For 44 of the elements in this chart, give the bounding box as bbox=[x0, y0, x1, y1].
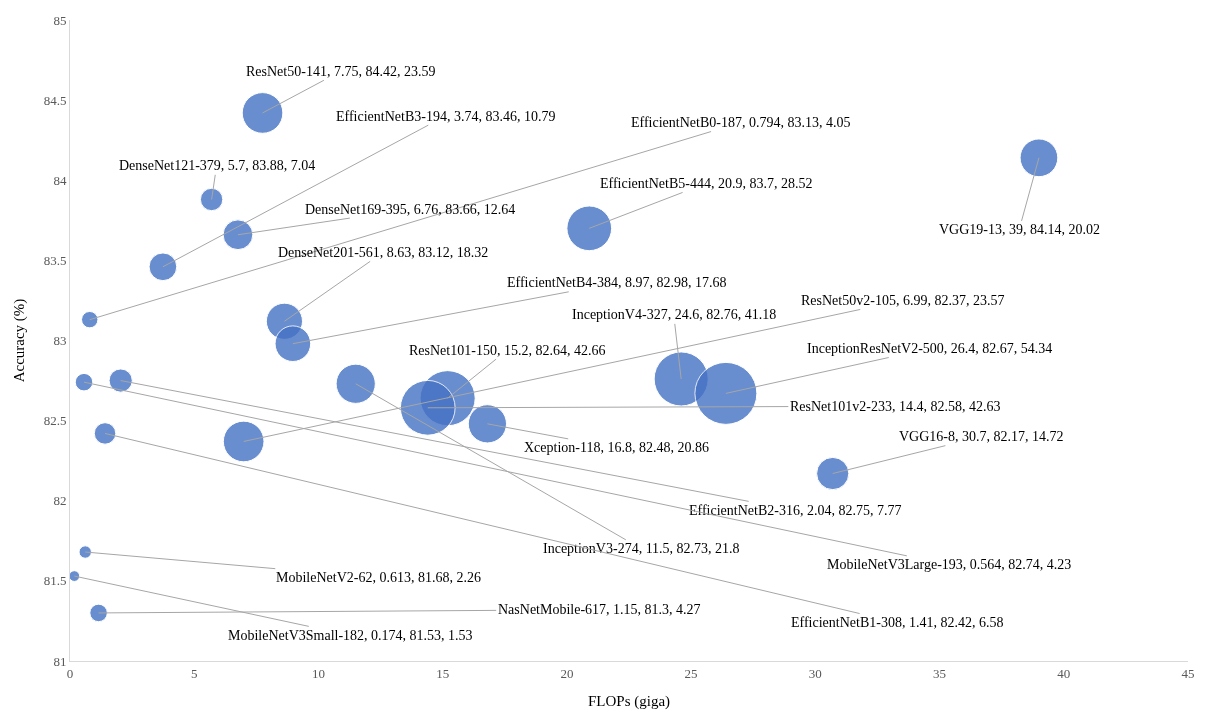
annotation: Xception-118, 16.8, 82.48, 20.86 bbox=[524, 440, 709, 455]
x-tick-label: 15 bbox=[436, 665, 450, 681]
annotation: EfficientNetB5-444, 20.9, 83.7, 28.52 bbox=[600, 176, 813, 191]
annotation: EfficientNetB1-308, 1.41, 82.42, 6.58 bbox=[791, 615, 1004, 630]
annotation: ResNet50-141, 7.75, 84.42, 23.59 bbox=[246, 64, 436, 79]
x-tick-label: 40 bbox=[1057, 665, 1071, 681]
annotation: EfficientNetB2-316, 2.04, 82.75, 7.77 bbox=[689, 503, 902, 518]
annotation: VGG19-13, 39, 84.14, 20.02 bbox=[939, 222, 1100, 237]
x-axis-title: FLOPs (giga) bbox=[587, 692, 671, 710]
x-tick-label: 45 bbox=[1181, 665, 1195, 681]
y-tick-label: 82 bbox=[53, 493, 67, 509]
y-tick-label: 83.5 bbox=[43, 252, 67, 268]
annotation: DenseNet201-561, 8.63, 83.12, 18.32 bbox=[278, 245, 489, 260]
y-tick-label: 85 bbox=[53, 12, 67, 28]
annotation: VGG16-8, 30.7, 82.17, 14.72 bbox=[899, 429, 1064, 444]
annotation: MobileNetV3Small-182, 0.174, 81.53, 1.53 bbox=[228, 628, 473, 643]
x-tick-label: 0 bbox=[66, 665, 74, 681]
annotation: EfficientNetB3-194, 3.74, 83.46, 10.79 bbox=[336, 109, 556, 124]
annotation: ResNet50v2-105, 6.99, 82.37, 23.57 bbox=[801, 293, 1005, 308]
y-axis-title: Accuracy (%) bbox=[10, 298, 28, 383]
annotation: DenseNet169-395, 6.76, 83.66, 12.64 bbox=[305, 202, 516, 217]
y-tick-label: 84.5 bbox=[43, 92, 67, 108]
x-tick-label: 10 bbox=[311, 665, 325, 681]
annotation: DenseNet121-379, 5.7, 83.88, 7.04 bbox=[119, 158, 316, 173]
x-tick-label: 30 bbox=[808, 665, 822, 681]
annotation: EfficientNetB0-187, 0.794, 83.13, 4.05 bbox=[631, 115, 851, 130]
y-tick-label: 82.5 bbox=[43, 413, 67, 429]
annotation: NasNetMobile-617, 1.15, 81.3, 4.27 bbox=[498, 602, 701, 617]
x-tick-label: 5 bbox=[190, 665, 198, 681]
annotation: InceptionResNetV2-500, 26.4, 82.67, 54.34 bbox=[807, 341, 1053, 356]
annotation: MobileNetV2-62, 0.613, 81.68, 2.26 bbox=[276, 570, 481, 585]
x-tick-label: 25 bbox=[684, 665, 698, 681]
y-tick-label: 81 bbox=[53, 653, 67, 669]
y-tick-label: 81.5 bbox=[43, 573, 67, 589]
y-tick-label: 84 bbox=[53, 172, 67, 188]
y-tick-label: 83 bbox=[53, 333, 67, 349]
annotation: EfficientNetB4-384, 8.97, 82.98, 17.68 bbox=[507, 275, 727, 290]
annotation: MobileNetV3Large-193, 0.564, 82.74, 4.23 bbox=[827, 557, 1072, 572]
x-tick-label: 20 bbox=[560, 665, 574, 681]
annotation: InceptionV4-327, 24.6, 82.76, 41.18 bbox=[572, 307, 777, 322]
annotation: ResNet101-150, 15.2, 82.64, 42.66 bbox=[409, 343, 606, 358]
x-tick-label: 35 bbox=[933, 665, 947, 681]
annotation: ResNet101v2-233, 14.4, 82.58, 42.63 bbox=[790, 399, 1001, 414]
annotation: InceptionV3-274, 11.5, 82.73, 21.8 bbox=[543, 541, 740, 556]
